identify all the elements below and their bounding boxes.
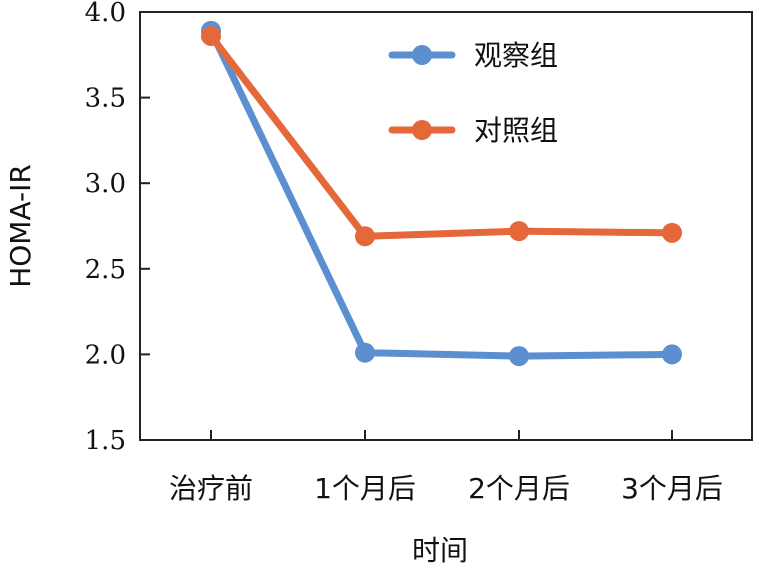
y-axis-title: HOMA-IR <box>4 164 37 288</box>
series-layer <box>201 20 682 367</box>
data-point <box>355 226 375 247</box>
legend-swatch-marker <box>412 45 432 65</box>
series-2 <box>201 25 682 247</box>
y-tick-label: 1.5 <box>85 426 126 456</box>
x-tick-label: 3个月后 <box>621 472 723 505</box>
x-tick-label: 2个月后 <box>468 472 570 505</box>
data-point <box>509 346 529 367</box>
x-axis-title: 时间 <box>412 534 468 567</box>
x-axis-ticks: 治疗前 1个月后 2个月后 3个月后 <box>169 430 723 505</box>
legend-label: 观察组 <box>474 39 558 72</box>
legend-item: 对照组 <box>388 114 558 147</box>
y-tick-label: 4.0 <box>85 0 126 28</box>
y-tick-label: 3.5 <box>85 84 126 114</box>
series-1 <box>201 20 682 367</box>
data-point <box>509 221 529 242</box>
y-tick-label: 3.0 <box>85 169 126 199</box>
data-point <box>662 222 682 243</box>
x-tick-label: 治疗前 <box>169 472 253 505</box>
data-point <box>355 342 375 363</box>
data-point <box>662 344 682 365</box>
y-tick-label: 2.0 <box>85 340 126 370</box>
legend-item: 观察组 <box>388 39 558 72</box>
x-tick-label: 1个月后 <box>314 472 416 505</box>
legend-label: 对照组 <box>474 114 558 147</box>
plot-frame <box>139 11 753 441</box>
legend-swatch-marker <box>412 120 432 140</box>
y-tick-label: 2.5 <box>85 255 126 285</box>
series-line <box>207 27 676 360</box>
data-point <box>201 25 221 46</box>
series-line <box>207 32 676 240</box>
y-axis-ticks: 1.5 2.0 2.5 3.0 3.5 4.0 <box>85 0 150 456</box>
